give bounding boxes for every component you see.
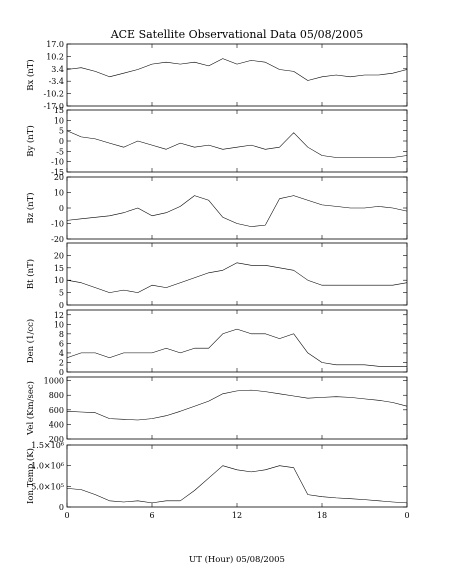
y-tick-label: 15	[54, 106, 64, 115]
y-tick-label: -10	[51, 220, 64, 229]
y-tick-label: 1000	[44, 377, 64, 386]
y-tick-label: 20	[54, 251, 64, 260]
y-tick-label: 5	[59, 289, 64, 298]
y-axis-label: Ion Temp (K)	[25, 448, 36, 504]
x-tick-label: 6	[149, 511, 154, 520]
x-tick-label: 18	[317, 511, 327, 520]
data-series-line	[66, 130, 408, 158]
panel-frame	[66, 109, 408, 173]
y-tick-label: 800	[49, 391, 64, 400]
y-tick-label: 17.0	[46, 40, 64, 49]
chart-title: ACE Satellite Observational Data 05/08/2…	[110, 28, 364, 41]
x-axis-label: UT (Hour) 05/08/2005	[189, 554, 285, 565]
y-tick-label: 4	[59, 349, 64, 358]
y-axis-label: Bt (nT)	[25, 259, 36, 289]
y-tick-label: 5	[59, 127, 64, 136]
y-tick-label: -20	[51, 235, 64, 244]
y-tick-label: 0	[59, 137, 64, 146]
y-tick-label: 10	[54, 320, 64, 329]
y-axis-label: Bx (nT)	[25, 59, 36, 91]
panel-frame	[66, 242, 408, 306]
panel-6: 200 400 600 800 1000 Vel (Km/sec)	[25, 376, 408, 444]
y-tick-label: 600	[49, 406, 64, 415]
y-tick-label: 20	[54, 173, 64, 182]
panel-3: -20 -10 0 10 20 Bz (nT)	[25, 173, 408, 244]
y-tick-label: 12	[54, 311, 64, 320]
y-tick-label: 2	[59, 358, 64, 367]
y-axis-label: By (nT)	[25, 125, 36, 157]
y-tick-label: 200	[49, 435, 64, 444]
panel-4: 0 5 10 15 20 Bt (nT)	[25, 242, 408, 310]
y-tick-label: 0	[59, 368, 64, 377]
y-axis-label: Bz (nT)	[25, 192, 36, 223]
x-tick-label: 12	[232, 511, 242, 520]
y-tick-label: 8	[59, 330, 64, 339]
data-series-line	[66, 58, 408, 81]
panel-1: -17.0 -10.2 -3.4 3.4 10.2 17.0 Bx (nT)	[25, 40, 408, 111]
y-tick-label: 15	[54, 264, 64, 273]
panel-frame	[66, 444, 408, 508]
y-tick-label: -17.0	[43, 102, 64, 111]
y-tick-label: 400	[49, 420, 64, 429]
y-tick-label: 0	[59, 204, 64, 213]
y-tick-label: 10.2	[46, 52, 64, 61]
y-axis-label: Vel (Km/sec)	[25, 381, 36, 436]
y-tick-label: -10.2	[43, 90, 64, 99]
y-tick-label: 3.4	[51, 65, 64, 74]
panel-frame	[66, 43, 408, 107]
data-series-line	[66, 328, 407, 367]
panel-frame	[66, 309, 408, 373]
y-axis-label: Den (1/cc)	[25, 319, 36, 363]
y-tick-label: 1.5×10⁶	[31, 441, 64, 450]
x-tick-label: 0	[64, 511, 69, 520]
y-tick-label: 1.0×10⁶	[31, 462, 64, 471]
y-tick-label: 6	[59, 339, 64, 348]
data-series-line	[66, 195, 408, 227]
data-series-line	[66, 262, 408, 293]
y-tick-label: -5	[56, 147, 64, 156]
data-series-line	[66, 389, 408, 421]
y-tick-label: 10	[54, 276, 64, 285]
y-tick-label: 0	[59, 301, 64, 310]
y-tick-label: 5.0×10⁵	[31, 482, 64, 491]
y-tick-label: -15	[51, 168, 64, 177]
panels-group: -17.0-10.2-3.43.410.217.0Bx (nT)-15-10-5…	[25, 40, 410, 520]
y-tick-label: 10	[54, 189, 64, 198]
y-tick-label: 10	[54, 116, 64, 125]
data-series-line	[66, 465, 408, 504]
x-tick-label: 0	[404, 511, 409, 520]
y-tick-label: -10	[51, 158, 64, 167]
panel-frame	[66, 376, 408, 440]
y-tick-label: 0	[59, 503, 64, 512]
y-tick-label: -3.4	[49, 77, 64, 86]
